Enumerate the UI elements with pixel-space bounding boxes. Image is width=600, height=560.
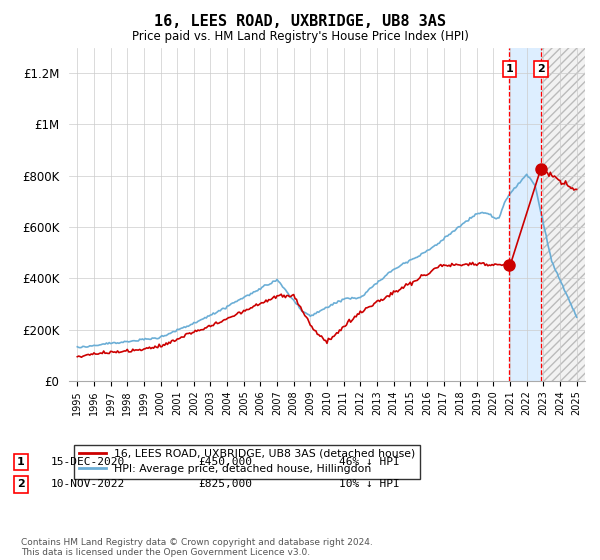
HPI: Average price, detached house, Hillingdon: (2.02e+03, 2.48e+05): Average price, detached house, Hillingdo… (573, 314, 580, 320)
16, LEES ROAD, UXBRIDGE, UB8 3AS (detached house) (514, 240, 521, 247)
Text: 46% ↓ HPI: 46% ↓ HPI (339, 457, 400, 467)
Text: £825,000: £825,000 (198, 479, 252, 489)
16, LEES ROAD, UXBRIDGE, UB8 3AS (detached house) (74, 353, 81, 360)
Bar (541, 48, 593, 381)
Text: 2: 2 (17, 479, 25, 489)
Text: Contains HM Land Registry data © Crown copyright and database right 2024.
This d: Contains HM Land Registry data © Crown c… (21, 538, 373, 557)
HPI: Average price, detached house, Hillingdon: (2e+03, 1.29e+05): Average price, detached house, Hillingdo… (76, 344, 83, 351)
Line: HPI: Average price, detached house, Hillingdon: HPI: Average price, detached house, Hill… (77, 174, 577, 348)
Text: 15-DEC-2020: 15-DEC-2020 (51, 457, 125, 467)
Line: 16, LEES ROAD, UXBRIDGE, UB8 3AS (detached house): 16, LEES ROAD, UXBRIDGE, UB8 3AS (detach… (77, 167, 577, 357)
HPI: Average price, detached house, Hillingdon: (2.02e+03, 8.06e+05): Average price, detached house, Hillingdo… (523, 171, 530, 178)
16, LEES ROAD, UXBRIDGE, UB8 3AS (detached house) (168, 337, 175, 344)
HPI: Average price, detached house, Hillingdon: (2.01e+03, 4.25e+05): Average price, detached house, Hillingdo… (387, 269, 394, 276)
16, LEES ROAD, UXBRIDGE, UB8 3AS (detached house) (376, 298, 383, 305)
16, LEES ROAD, UXBRIDGE, UB8 3AS (detached house) (537, 164, 544, 170)
16, LEES ROAD, UXBRIDGE, UB8 3AS (detached house) (78, 354, 85, 361)
Legend: 16, LEES ROAD, UXBRIDGE, UB8 3AS (detached house), HPI: Average price, detached : 16, LEES ROAD, UXBRIDGE, UB8 3AS (detach… (74, 445, 420, 479)
HPI: Average price, detached house, Hillingdon: (2e+03, 1.33e+05): Average price, detached house, Hillingdo… (74, 343, 81, 350)
Text: £450,000: £450,000 (198, 457, 252, 467)
16, LEES ROAD, UXBRIDGE, UB8 3AS (detached house) (89, 351, 96, 358)
HPI: Average price, detached house, Hillingdon: (2.01e+03, 3.91e+05): Average price, detached house, Hillingdo… (376, 277, 383, 284)
HPI: Average price, detached house, Hillingdon: (2.02e+03, 7.6e+05): Average price, detached house, Hillingdo… (514, 183, 521, 189)
Text: 2: 2 (537, 64, 545, 74)
Text: 16, LEES ROAD, UXBRIDGE, UB8 3AS: 16, LEES ROAD, UXBRIDGE, UB8 3AS (154, 14, 446, 29)
Text: Price paid vs. HM Land Registry's House Price Index (HPI): Price paid vs. HM Land Registry's House … (131, 30, 469, 43)
HPI: Average price, detached house, Hillingdon: (2e+03, 1.36e+05): Average price, detached house, Hillingdo… (89, 343, 96, 349)
HPI: Average price, detached house, Hillingdon: (2.01e+03, 3.32e+05): Average price, detached house, Hillingdo… (359, 292, 367, 299)
HPI: Average price, detached house, Hillingdon: (2e+03, 1.88e+05): Average price, detached house, Hillingdo… (168, 329, 175, 336)
Text: 1: 1 (506, 64, 514, 74)
16, LEES ROAD, UXBRIDGE, UB8 3AS (detached house) (359, 309, 367, 315)
Text: 1: 1 (17, 457, 25, 467)
Bar (509, 48, 541, 381)
Text: 10-NOV-2022: 10-NOV-2022 (51, 479, 125, 489)
16, LEES ROAD, UXBRIDGE, UB8 3AS (detached house) (387, 290, 394, 296)
Text: 10% ↓ HPI: 10% ↓ HPI (339, 479, 400, 489)
16, LEES ROAD, UXBRIDGE, UB8 3AS (detached house) (573, 186, 580, 193)
